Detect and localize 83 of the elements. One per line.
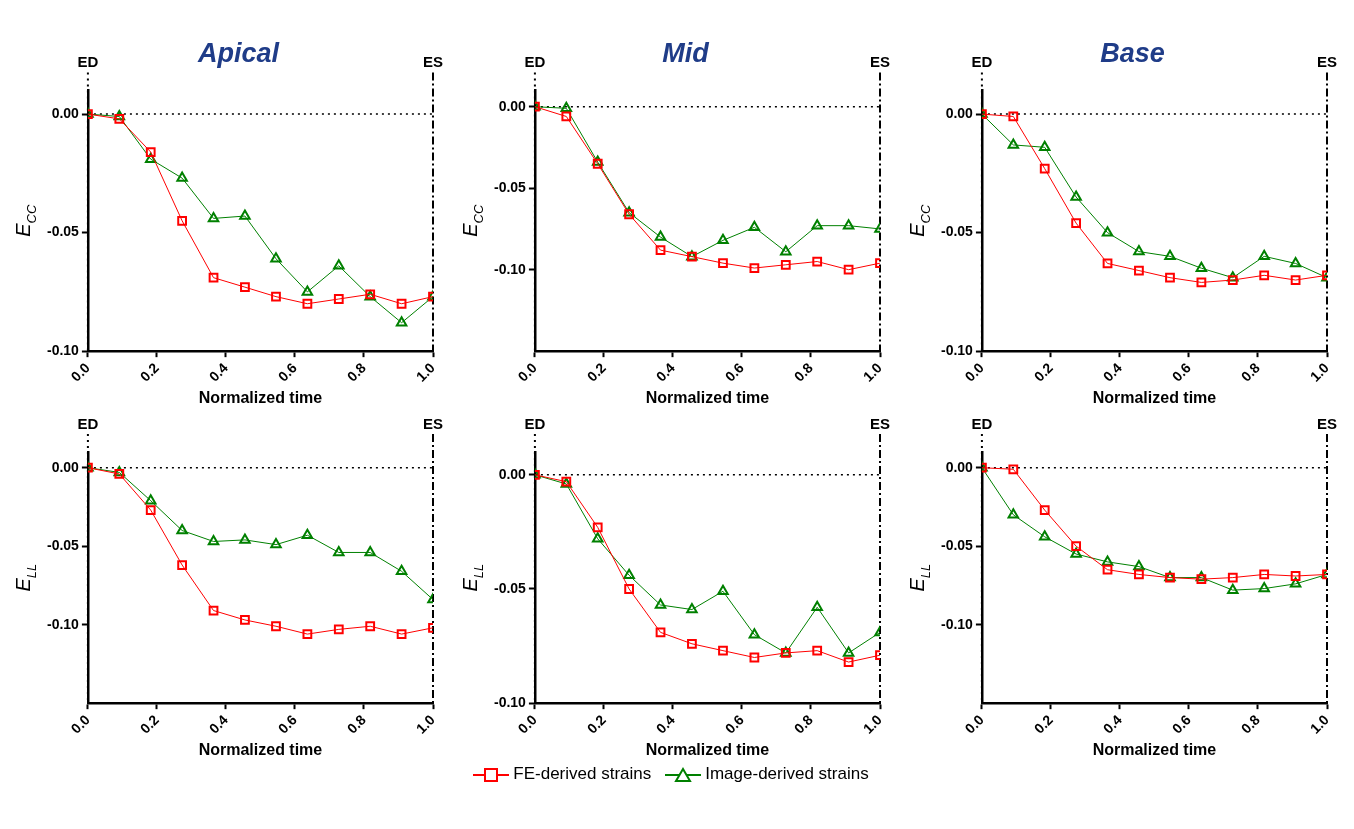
x-tick-label: 0.4 <box>652 359 678 385</box>
y-tick-label: -0.10 <box>46 615 80 632</box>
x-tick-label: 0.4 <box>205 711 231 737</box>
y-axis-title: ECC <box>459 204 486 237</box>
x-tick-label: 0.6 <box>1168 359 1194 385</box>
x-tick-label: 0.8 <box>790 711 816 737</box>
ref-line-label: ES <box>1316 414 1338 432</box>
x-tick-label: 0.8 <box>790 359 816 385</box>
x-tick-label: 0.4 <box>652 711 678 737</box>
y-tick-label: -0.05 <box>940 223 974 240</box>
ref-line-label: ES <box>1316 53 1338 71</box>
x-tick-label: 0.2 <box>136 711 162 737</box>
x-tick-label: 1.0 <box>859 711 885 737</box>
y-axis-title: ECC <box>906 204 933 237</box>
x-tick-label: 1.0 <box>1306 359 1332 385</box>
x-tick-label: 0.0 <box>961 359 987 385</box>
x-tick-label: 0.0 <box>67 359 93 385</box>
y-axis-title: ELL <box>459 563 486 592</box>
y-tick-label: 0.00 <box>51 104 80 121</box>
y-tick-label: 0.00 <box>945 458 974 475</box>
y-axis-title: ELL <box>906 563 933 592</box>
ref-line-label: ES <box>869 53 891 71</box>
x-tick-label: 0.6 <box>721 711 747 737</box>
chart-title: Apical <box>196 37 280 68</box>
y-tick-label: -0.05 <box>940 537 974 554</box>
ref-line-label: ES <box>869 414 891 432</box>
x-tick-label: 1.0 <box>859 359 885 385</box>
x-tick-label: 0.8 <box>343 711 369 737</box>
x-tick-label: 0.2 <box>583 711 609 737</box>
ref-line-label: ED <box>971 414 993 432</box>
y-tick-label: 0.00 <box>945 104 974 121</box>
y-tick-label: -0.10 <box>493 260 527 277</box>
x-axis-title: Normalized time <box>198 388 323 406</box>
y-tick-label: -0.10 <box>940 342 974 359</box>
y-tick-label: -0.10 <box>46 342 80 359</box>
chart-title: Base <box>1100 37 1165 68</box>
y-tick-label: 0.00 <box>498 465 527 482</box>
ref-line-label: ED <box>77 414 99 432</box>
x-axis-title: Normalized time <box>1092 388 1217 406</box>
x-axis-title: Normalized time <box>1092 740 1217 758</box>
x-tick-label: 1.0 <box>1306 711 1332 737</box>
y-tick-label: -0.10 <box>493 694 527 711</box>
x-tick-label: 0.6 <box>274 711 300 737</box>
x-tick-label: 0.2 <box>136 359 162 385</box>
x-tick-label: 0.8 <box>1237 711 1263 737</box>
y-tick-label: -0.10 <box>940 615 974 632</box>
x-axis-title: Normalized time <box>198 740 323 758</box>
x-tick-label: 0.6 <box>721 359 747 385</box>
x-tick-label: 0.0 <box>961 711 987 737</box>
ref-line-label: ES <box>422 53 444 71</box>
y-tick-label: -0.05 <box>46 537 80 554</box>
ref-line-label: ED <box>971 53 993 71</box>
y-axis-title: ECC <box>12 204 39 237</box>
x-tick-label: 0.6 <box>274 359 300 385</box>
x-tick-label: 0.8 <box>343 359 369 385</box>
y-tick-label: 0.00 <box>498 97 527 114</box>
legend-label: FE-derived strains <box>513 764 652 783</box>
x-axis-title: Normalized time <box>645 740 770 758</box>
ref-line-label: ED <box>524 53 546 71</box>
x-tick-label: 0.0 <box>514 711 540 737</box>
x-tick-label: 0.0 <box>514 359 540 385</box>
ref-line-label: ED <box>77 53 99 71</box>
x-tick-label: 0.4 <box>1099 359 1125 385</box>
ref-line-label: ED <box>524 414 546 432</box>
y-tick-label: 0.00 <box>51 458 80 475</box>
x-tick-label: 1.0 <box>412 359 438 385</box>
x-tick-label: 0.8 <box>1237 359 1263 385</box>
x-tick-label: 0.4 <box>1099 711 1125 737</box>
chart-title: Mid <box>662 37 710 68</box>
legend-label: Image-derived strains <box>705 764 869 783</box>
y-axis-title: ELL <box>12 563 39 592</box>
x-tick-label: 0.0 <box>67 711 93 737</box>
x-tick-label: 0.6 <box>1168 711 1194 737</box>
y-tick-label: -0.05 <box>493 579 527 596</box>
x-tick-label: 0.4 <box>205 359 231 385</box>
x-tick-label: 1.0 <box>412 711 438 737</box>
y-tick-label: -0.05 <box>493 179 527 196</box>
y-tick-label: -0.05 <box>46 223 80 240</box>
x-axis-title: Normalized time <box>645 388 770 406</box>
x-tick-label: 0.2 <box>1030 711 1056 737</box>
x-tick-label: 0.2 <box>1030 359 1056 385</box>
x-tick-label: 0.2 <box>583 359 609 385</box>
ref-line-label: ES <box>422 414 444 432</box>
